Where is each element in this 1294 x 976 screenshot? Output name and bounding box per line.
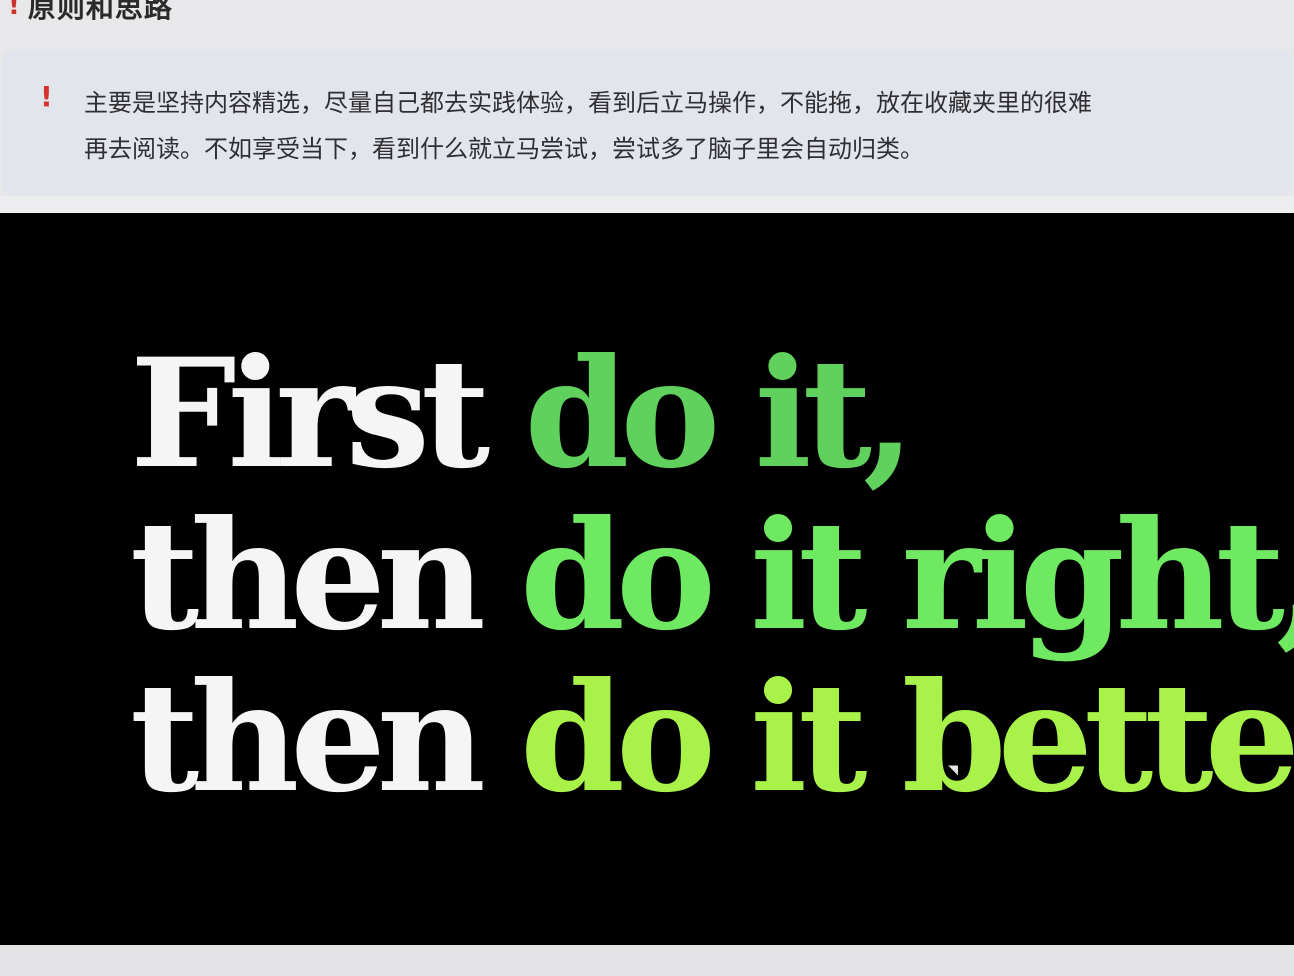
section-title: 原则和思路 xyxy=(27,0,173,24)
callout-text-line: 再去阅读。不如享受当下，看到什么就立马尝试，尝试多了脑子里会自动归类。 xyxy=(84,135,924,163)
slogan-text: First do it, then do it right, then do i… xyxy=(130,333,1294,819)
slogan-white-text: then xyxy=(130,488,521,664)
divider xyxy=(0,196,1294,214)
slogan-green-text: do it right, xyxy=(520,488,1294,664)
exclamation-icon: ! xyxy=(8,0,20,21)
section-heading: ! 原则和思路 xyxy=(8,0,173,24)
slogan-green-text: do it better. xyxy=(520,650,1294,826)
slogan-line-1: First do it, xyxy=(130,333,1294,495)
slogan-line-2: then do it right, xyxy=(130,495,1294,657)
slogan-image: First do it, then do it right, then do i… xyxy=(0,213,1294,945)
callout-text-line: 主要是坚持内容精选，尽量自己都去实践体验，看到后立马操作，不能拖，放在收藏夹里的… xyxy=(84,89,1092,117)
slogan-line-3: then do it better. xyxy=(130,657,1294,819)
slogan-white-text: First xyxy=(130,326,525,502)
slogan-green-text: do it, xyxy=(524,326,915,502)
exclamation-icon: ! xyxy=(40,80,53,113)
bottom-bar xyxy=(0,945,1294,976)
callout-text: 主要是坚持内容精选，尽量自己都去实践体验，看到后立马操作，不能拖，放在收藏夹里的… xyxy=(84,80,1264,172)
callout-block: ! 主要是坚持内容精选，尽量自己都去实践体验，看到后立马操作，不能拖，放在收藏夹… xyxy=(2,50,1292,196)
slogan-white-text: then xyxy=(130,650,521,826)
